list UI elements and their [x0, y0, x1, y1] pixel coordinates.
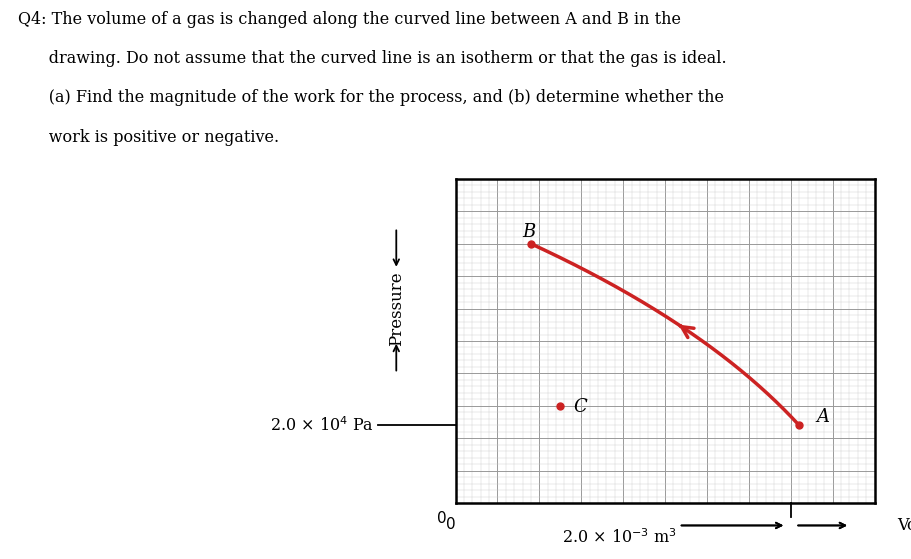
- Text: Q4: The volume of a gas is changed along the curved line between A and B in the: Q4: The volume of a gas is changed along…: [18, 11, 681, 28]
- Text: C: C: [573, 399, 587, 416]
- Text: Volume: Volume: [897, 517, 911, 534]
- Text: work is positive or negative.: work is positive or negative.: [18, 129, 280, 145]
- Text: (a) Find the magnitude of the work for the process, and (b) determine whether th: (a) Find the magnitude of the work for t…: [18, 89, 724, 106]
- Text: Pressure: Pressure: [388, 271, 404, 346]
- Text: drawing. Do not assume that the curved line is an isotherm or that the gas is id: drawing. Do not assume that the curved l…: [18, 50, 727, 67]
- Text: 0: 0: [437, 511, 446, 527]
- Text: 0: 0: [446, 517, 456, 532]
- Text: B: B: [523, 223, 536, 241]
- Text: 2.0 × 10$^4$ Pa: 2.0 × 10$^4$ Pa: [270, 416, 374, 435]
- Text: 2.0 × 10$^{-3}$ m$^3$: 2.0 × 10$^{-3}$ m$^3$: [562, 528, 677, 547]
- Text: A: A: [816, 408, 829, 426]
